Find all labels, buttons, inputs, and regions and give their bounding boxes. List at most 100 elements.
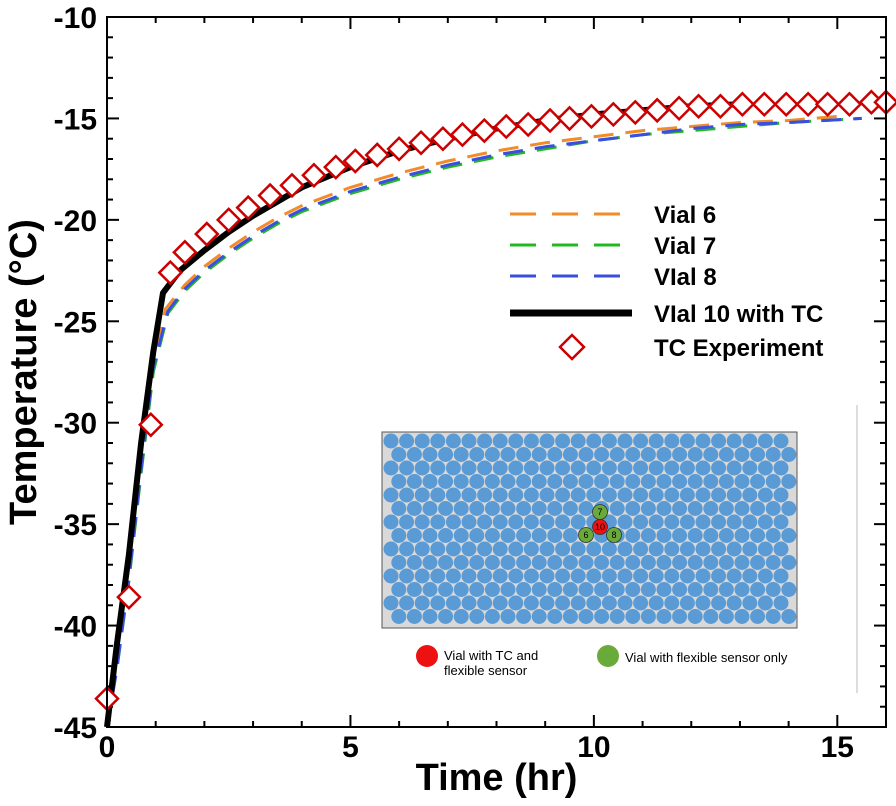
- vial: [765, 609, 781, 624]
- vial: [422, 528, 438, 543]
- vial: [718, 447, 734, 462]
- series-layer: [94, 89, 896, 728]
- vial: [469, 609, 485, 624]
- vial: [672, 555, 688, 570]
- legend-label-4: TC Experiment: [654, 335, 823, 362]
- vial: [516, 555, 532, 570]
- vial: [492, 487, 508, 503]
- series-line-0: [105, 114, 838, 728]
- vial: [383, 433, 399, 449]
- vial: [734, 528, 750, 543]
- tc-experiment-marker: [323, 154, 349, 180]
- vial: [508, 433, 524, 449]
- vial: [594, 555, 610, 570]
- vial: [461, 460, 477, 476]
- vial: [516, 582, 532, 597]
- vial: [453, 555, 469, 570]
- vial: [711, 541, 727, 557]
- vial: [656, 555, 672, 570]
- vial: [648, 568, 664, 584]
- vial: [617, 568, 633, 584]
- vial: [625, 609, 641, 624]
- legend-label-2: VIal 8: [654, 264, 717, 291]
- vial: [406, 447, 422, 462]
- vial: [492, 541, 508, 557]
- vial: [664, 433, 680, 449]
- vial: [383, 595, 399, 611]
- vial: [781, 528, 797, 543]
- vial: [578, 609, 594, 624]
- vial: [672, 474, 688, 489]
- vial: [555, 568, 571, 584]
- highlighted-vial-label: 7: [597, 507, 602, 517]
- vial: [726, 568, 742, 584]
- vial: [648, 487, 664, 503]
- y-tick-label: -30: [54, 408, 97, 441]
- vial: [414, 541, 430, 557]
- vial: [469, 555, 485, 570]
- vial: [570, 460, 586, 476]
- vial: [414, 568, 430, 584]
- vial: [765, 474, 781, 489]
- y-tick-label: -15: [54, 103, 97, 136]
- vial: [718, 474, 734, 489]
- vial: [430, 568, 446, 584]
- inset-legend-label-sensor: Vial with flexible sensor only: [625, 650, 788, 665]
- tc-experiment-marker: [364, 142, 390, 168]
- vial: [648, 541, 664, 557]
- vial: [586, 568, 602, 584]
- vial: [414, 595, 430, 611]
- vial: [664, 460, 680, 476]
- vial: [523, 487, 539, 503]
- vial: [640, 474, 656, 489]
- vial: [679, 433, 695, 449]
- vial: [445, 514, 461, 530]
- vial: [718, 555, 734, 570]
- inset-legend-label-tc-line2: flexible sensor: [444, 663, 528, 678]
- tc-experiment-marker: [279, 172, 305, 199]
- vial: [734, 555, 750, 570]
- vial: [469, 474, 485, 489]
- vial: [765, 528, 781, 543]
- vial: [625, 501, 641, 516]
- vial: [765, 501, 781, 516]
- tc-experiment-marker: [773, 91, 799, 117]
- vial: [773, 514, 789, 530]
- vial: [633, 541, 649, 557]
- vial: [445, 568, 461, 584]
- series-line-3: [104, 101, 741, 728]
- vial: [500, 447, 516, 462]
- vial: [399, 514, 415, 530]
- tc-experiment-marker: [301, 162, 327, 188]
- vial: [531, 582, 547, 597]
- vial: [477, 460, 493, 476]
- vial: [383, 568, 399, 584]
- vial: [757, 514, 773, 530]
- inset-legend-dot-tc: [416, 645, 438, 667]
- vial: [438, 582, 454, 597]
- vial: [773, 595, 789, 611]
- vial: [508, 487, 524, 503]
- highlighted-vial-2: [578, 527, 594, 543]
- chart-legend: Vial 6 Vial 7 VIal 8 VIal 10 with TC TC Expe…: [510, 202, 823, 362]
- tc-experiment-marker: [644, 97, 670, 124]
- vial: [562, 501, 578, 516]
- vial: [484, 474, 500, 489]
- tc-experiment-marker: [235, 194, 261, 221]
- vial: [687, 609, 703, 624]
- vial: [578, 555, 594, 570]
- legend-swatch-4: [558, 333, 586, 361]
- vial: [562, 609, 578, 624]
- vial: [422, 609, 438, 624]
- tc-experiment-marker: [556, 105, 583, 132]
- vial: [453, 474, 469, 489]
- vial: [703, 555, 719, 570]
- vial: [477, 541, 493, 557]
- vial: [625, 447, 641, 462]
- vial: [633, 433, 649, 449]
- inset-legend-label-tc-line1: Vial with TC and: [444, 648, 538, 663]
- y-tick-label: -25: [54, 306, 97, 339]
- vial: [750, 555, 766, 570]
